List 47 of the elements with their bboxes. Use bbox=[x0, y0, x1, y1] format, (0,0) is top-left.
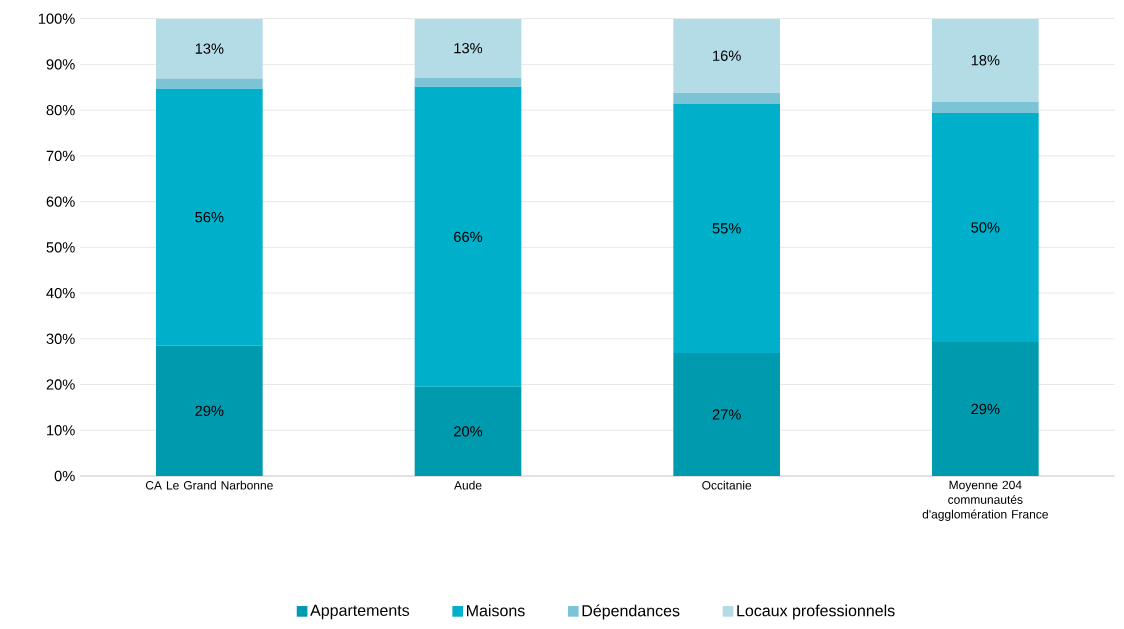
bar bbox=[414, 77, 522, 87]
y-tick-label: 50% bbox=[46, 242, 75, 253]
bar bbox=[932, 18, 1039, 102]
bar bbox=[414, 86, 522, 387]
y-tick-label: 90% bbox=[46, 59, 75, 70]
bar bbox=[156, 78, 263, 89]
data-label: 13% bbox=[195, 43, 224, 54]
bar bbox=[932, 341, 1039, 476]
y-tick-label: 80% bbox=[46, 104, 75, 116]
x-tick-label: Moyenne 204 communautés d'agglomération France bbox=[922, 480, 1048, 521]
bar bbox=[673, 92, 780, 104]
y-tick-label: 0% bbox=[54, 470, 75, 482]
bar bbox=[673, 18, 780, 93]
data-label: 66% bbox=[454, 231, 483, 242]
y-tick-label: 40% bbox=[46, 287, 75, 299]
x-tick-label: CA Le Grand Narbonne bbox=[145, 480, 273, 490]
data-label: 27% bbox=[712, 409, 741, 420]
legend-label: Maisons bbox=[467, 604, 525, 617]
y-tick-label: 30% bbox=[46, 333, 75, 344]
x-tick-label: Aude bbox=[454, 480, 482, 490]
bar bbox=[414, 18, 522, 78]
data-label: 29% bbox=[195, 405, 224, 416]
legend-label: Locaux professionnels bbox=[737, 604, 895, 620]
data-label: 29% bbox=[971, 403, 1000, 415]
data-label: 55% bbox=[712, 223, 741, 234]
y-tick-label: 100% bbox=[38, 13, 75, 24]
y-tick-label: 70% bbox=[46, 150, 75, 161]
bar bbox=[673, 352, 780, 476]
data-label: 13% bbox=[454, 42, 483, 54]
bar bbox=[414, 386, 522, 476]
bar bbox=[156, 345, 263, 476]
data-label: 56% bbox=[195, 211, 224, 223]
y-tick-label: 10% bbox=[47, 424, 75, 436]
legend-label: Dépendances bbox=[582, 604, 680, 620]
bar bbox=[932, 112, 1039, 342]
bar bbox=[156, 88, 263, 346]
y-tick-label: 20% bbox=[46, 379, 75, 390]
x-tick-label: Occitanie bbox=[702, 480, 752, 490]
bar bbox=[932, 101, 1039, 113]
bar bbox=[673, 103, 780, 353]
bar bbox=[156, 18, 263, 79]
legend-label: Appartements bbox=[310, 604, 410, 620]
data-label: 50% bbox=[971, 222, 1000, 233]
data-label: 20% bbox=[454, 426, 483, 437]
data-label: 16% bbox=[713, 50, 741, 61]
data-label: 18% bbox=[971, 54, 1000, 66]
y-tick-label: 60% bbox=[46, 196, 75, 207]
